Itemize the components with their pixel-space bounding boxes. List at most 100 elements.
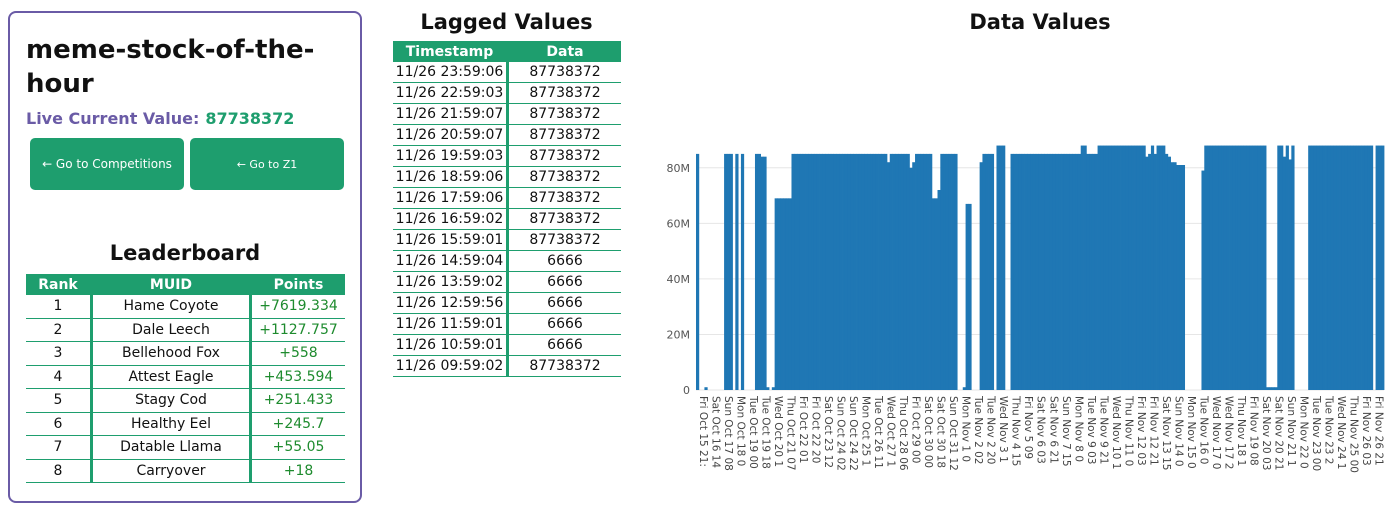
bar [943,153,947,390]
muid-cell: Dale Leech [91,318,252,342]
bar [1021,153,1025,390]
y-tick-label: 60M [667,217,691,230]
x-tick-label: Tue Oct 26 11 [872,395,884,469]
bar [1322,145,1326,390]
bar [931,198,936,390]
lagged-row: 11/26 10:59:01 6666 [393,334,621,356]
bar [1016,153,1020,390]
data-cell: 6666 [507,334,621,356]
bar [1156,145,1160,390]
points-cell: +18 [250,459,345,483]
muid-cell: Hame Coyote [91,295,252,319]
bar [856,153,860,390]
bar [842,153,846,390]
x-tick-label: Sun Oct 17 08 [722,396,734,471]
timestamp-cell: 11/26 21:59:07 [393,103,509,125]
lagged-header-row: Timestamp Data [393,41,621,62]
bar [1024,153,1028,390]
bar [1075,153,1079,390]
points-cell: +55.05 [250,435,345,460]
go-to-z1-button[interactable]: ← Go to Z1 [190,138,344,190]
bar [1041,153,1045,390]
points-cell: +7619.334 [250,295,345,319]
bar [704,387,708,390]
leaderboard-title: Leaderboard [109,241,261,265]
timestamp-cell: 11/26 11:59:01 [393,313,509,335]
timestamp-cell: 11/26 09:59:02 [393,355,509,377]
bar [1136,145,1141,390]
bar [1204,145,1208,390]
bar [1285,145,1289,390]
bar [1330,145,1334,390]
bar [696,153,700,390]
x-tick-label: Fri Oct 22 01 [797,396,809,463]
bar [1114,145,1118,390]
bar [760,156,764,390]
lagged-row: 11/26 13:59:02 6666 [393,271,621,293]
bar [886,162,891,390]
bar [929,153,933,390]
bar [766,387,770,390]
timestamp-cell: 11/26 18:59:06 [393,166,509,188]
bar [979,162,983,390]
data-cell: 87738372 [507,82,621,104]
bar [1327,145,1332,390]
timestamp-cell: 11/26 13:59:02 [393,271,509,293]
x-tick-label: Wed Nov 10 1 [1110,396,1122,469]
bar [1316,145,1320,390]
timestamp-cell: 11/26 17:59:06 [393,187,509,209]
bar [1131,145,1135,390]
bar [1010,153,1014,390]
x-tick-label: Mon Nov 15 0 [1185,396,1197,469]
bar [1288,159,1292,390]
bar [1277,145,1281,390]
bar [1181,165,1186,390]
data-cell: 6666 [507,292,621,314]
bar [785,198,790,390]
bar [1254,145,1259,390]
points-cell: +453.594 [250,365,345,389]
bar [1097,145,1101,390]
muid-cell: Carryover [91,459,252,483]
bar [917,153,922,390]
bar [875,153,879,390]
y-tick-label: 0 [683,384,690,397]
x-tick-label: Wed Nov 3 1 [997,396,1009,463]
points-cell: +251.433 [250,388,345,413]
bar [1257,145,1261,390]
bar [934,198,938,390]
bar [771,387,776,390]
bar [1035,153,1039,390]
data-cell: 87738372 [507,229,621,251]
x-tick-label: Fri Oct 15 21: [697,396,709,467]
bar [1263,145,1267,390]
bar [878,153,882,390]
data-cell: 6666 [507,250,621,272]
x-tick-label: Wed Nov 17 0 [1210,396,1222,469]
bar [926,153,930,390]
bar [923,153,927,390]
x-tick-label: Sun Nov 21 1 [1285,396,1297,467]
bar [985,153,989,390]
x-tick-label: Sun Oct 24 22 [847,396,859,471]
leaderboard-header-row: Rank MUID Points [26,274,345,295]
lagged-row: 11/26 18:59:06 87738372 [393,166,621,188]
go-to-competitions-button[interactable]: ← Go to Competitions [30,138,184,190]
bar [1083,145,1087,390]
bar [1336,145,1340,390]
muid-cell: Attest Eagle [91,365,252,389]
x-tick-label: Fri Oct 29 00 [910,396,922,463]
bar [1341,145,1346,390]
x-tick-label: Sat Oct 23 12 [822,396,834,468]
x-tick-label: Thu Oct 28 06 [897,395,909,471]
y-tick-label: 40M [667,273,691,286]
x-tick-label: Tue Nov 9 21 [1097,395,1109,464]
bar [1164,153,1169,390]
bar [839,153,843,390]
bar [909,167,913,390]
x-tick-label: Sat Oct 30 18 [935,396,947,468]
bar [1223,145,1228,390]
bar [870,153,874,390]
bar [1153,153,1157,390]
x-tick-label: Fri Oct 22 20 [810,396,822,463]
